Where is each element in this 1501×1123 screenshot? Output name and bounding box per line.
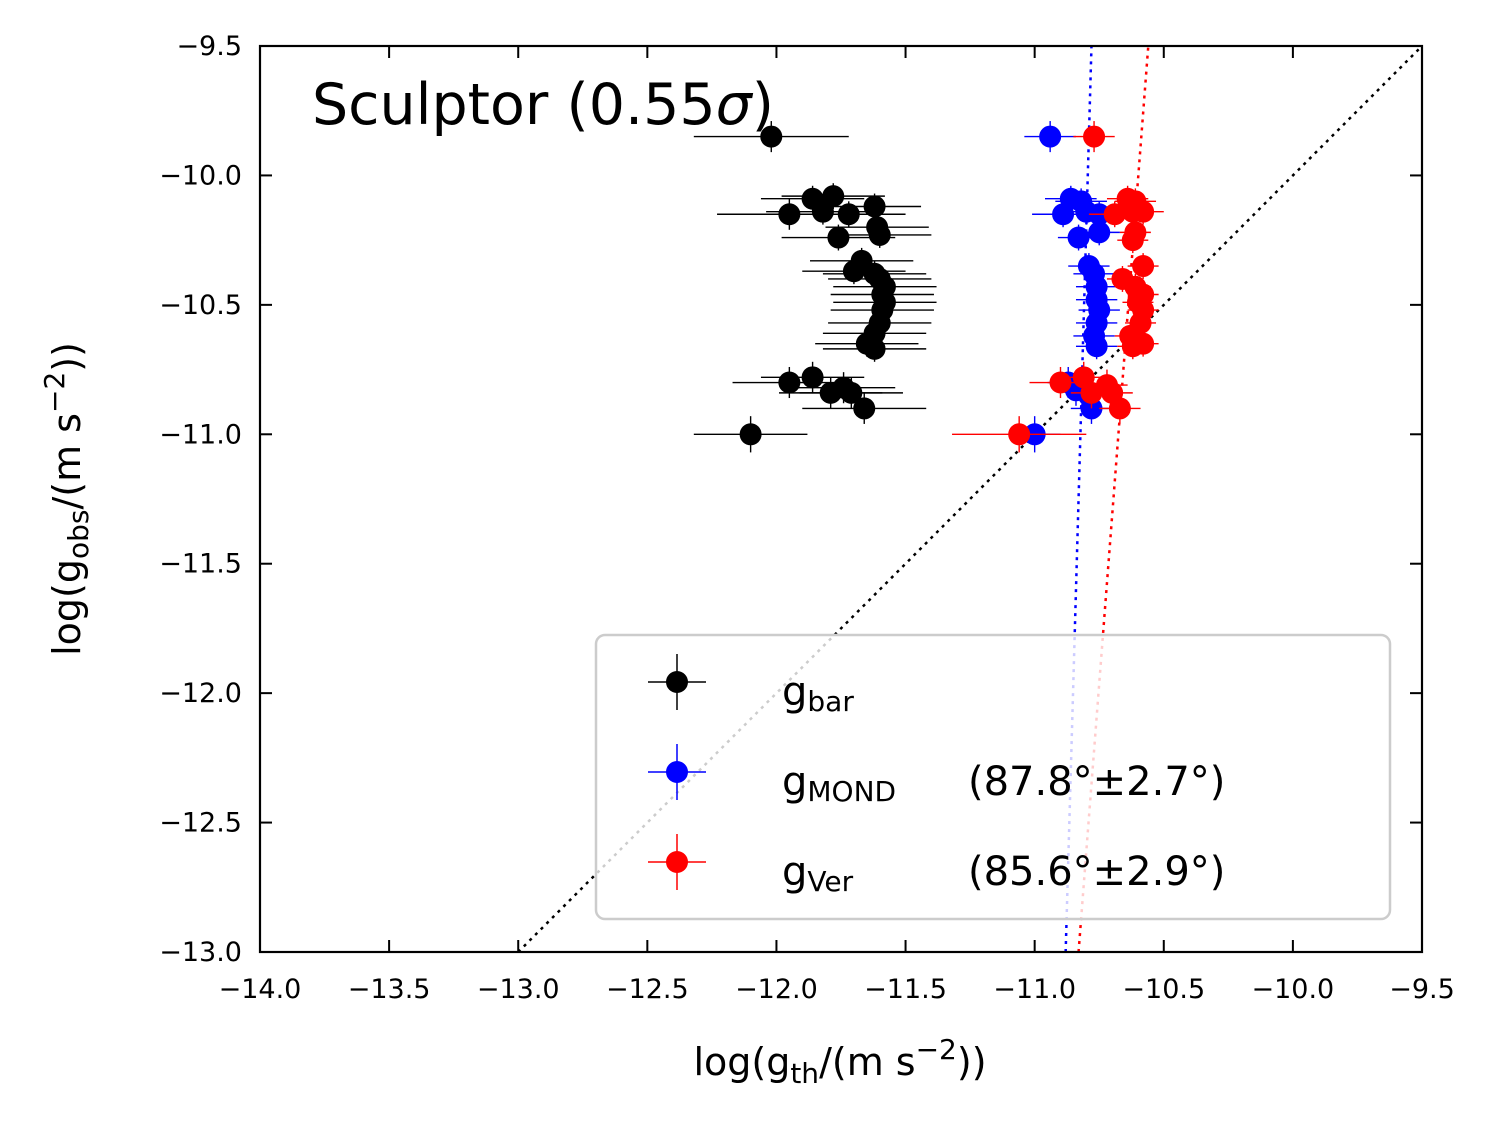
data-point xyxy=(1121,229,1144,252)
x-tick-label: −12.0 xyxy=(735,974,818,1005)
data-point xyxy=(778,203,801,226)
reference-lines xyxy=(517,46,1422,952)
y-tick-label: −9.5 xyxy=(176,31,242,62)
x-tick-label: −11.5 xyxy=(864,974,947,1005)
data-point xyxy=(1039,125,1062,148)
svg-text:gVer: gVer xyxy=(782,849,854,898)
legend-label-sub: MOND xyxy=(807,775,896,808)
plot-area xyxy=(517,46,1422,952)
data-point xyxy=(1088,221,1111,244)
x-tick-label: −13.5 xyxy=(348,974,431,1005)
legend-box xyxy=(594,633,1392,921)
y-tick-label: −11.5 xyxy=(159,549,242,580)
x-axis-label: log(gth/(m s−2)) xyxy=(693,1033,986,1090)
svg-text:gMOND: gMOND xyxy=(782,759,896,808)
data-point xyxy=(801,366,824,389)
legend-entry-gver: gVer (85.6°±2.9°) xyxy=(648,834,1225,898)
y-tick-labels: −13.0 −12.5 −12.0 −11.5 −11.0 −10.5 −10.0 −9.5 xyxy=(159,31,242,968)
data-point xyxy=(1008,423,1031,446)
data-point xyxy=(842,260,865,283)
plot-frame xyxy=(258,44,1424,954)
legend-marker xyxy=(666,671,688,693)
data-point xyxy=(863,195,886,218)
one-to-one-line xyxy=(517,46,1422,952)
x-tick-label: −10.5 xyxy=(1122,974,1205,1005)
data-point xyxy=(863,337,886,360)
series-g-ver xyxy=(952,121,1164,453)
data-point xyxy=(853,397,876,420)
data-point xyxy=(868,223,891,246)
legend-marker xyxy=(666,851,688,873)
data-point xyxy=(822,185,845,208)
y-tick-label: −13.0 xyxy=(159,937,242,968)
data-point xyxy=(760,125,783,148)
x-tick-label: −11.0 xyxy=(993,974,1076,1005)
legend-label-sub: Ver xyxy=(807,865,853,898)
data-point xyxy=(1083,125,1106,148)
legend-label: g xyxy=(782,669,807,715)
y-tick-label: −11.0 xyxy=(159,419,242,450)
data-point xyxy=(1049,371,1072,394)
data-point xyxy=(1121,200,1144,223)
series-g-bar xyxy=(693,121,937,453)
data-point xyxy=(1121,335,1144,358)
data-point xyxy=(739,423,762,446)
data-point xyxy=(778,371,801,394)
legend-label: g xyxy=(782,849,807,895)
data-point xyxy=(1052,203,1075,226)
x-tick-label: −10.0 xyxy=(1252,974,1335,1005)
x-tick-label: −13.0 xyxy=(477,974,560,1005)
svg-text:gbar: gbar xyxy=(782,669,854,718)
legend-entry-gmond: gMOND (87.8°±2.7°) xyxy=(648,744,1225,808)
data-point xyxy=(1080,381,1103,404)
data-series xyxy=(693,121,1164,453)
y-tick-label: −10.5 xyxy=(159,290,242,321)
data-point xyxy=(1085,335,1108,358)
y-axis-label: log(gobs/(m s−2)) xyxy=(38,342,95,656)
legend-label-sub: bar xyxy=(807,685,854,718)
data-point xyxy=(819,381,842,404)
x-tick-labels: −14.0 −13.5 −13.0 −12.5 −12.0 −11.5 −11.0 −10.5… xyxy=(219,974,1455,1005)
data-point xyxy=(1067,226,1090,249)
x-tick-label: −12.5 xyxy=(606,974,689,1005)
y-tick-label: −12.5 xyxy=(159,808,242,839)
data-point xyxy=(837,203,860,226)
y-tick-label: −10.0 xyxy=(159,160,242,191)
legend-angle-label: (85.6°±2.9°) xyxy=(968,849,1225,895)
chart-title: Sculptor (0.55σ) xyxy=(312,72,774,138)
data-point xyxy=(811,200,834,223)
x-tick-label: −9.5 xyxy=(1389,974,1455,1005)
data-point xyxy=(1108,397,1131,420)
data-point xyxy=(1132,255,1155,278)
data-point xyxy=(1103,203,1126,226)
y-tick-label: −12.0 xyxy=(159,678,242,709)
x-tick-label: −14.0 xyxy=(219,974,302,1005)
legend-entry-gbar: gbar xyxy=(648,654,854,718)
legend: gbar gMOND (87.8°±2.7°) gVer (85.6°±2.9°… xyxy=(594,633,1392,921)
axis-ticks xyxy=(259,45,1423,953)
data-point xyxy=(827,226,850,249)
legend-angle-label: (87.8°±2.7°) xyxy=(968,759,1225,805)
legend-marker xyxy=(666,761,688,783)
legend-label: g xyxy=(782,759,807,805)
